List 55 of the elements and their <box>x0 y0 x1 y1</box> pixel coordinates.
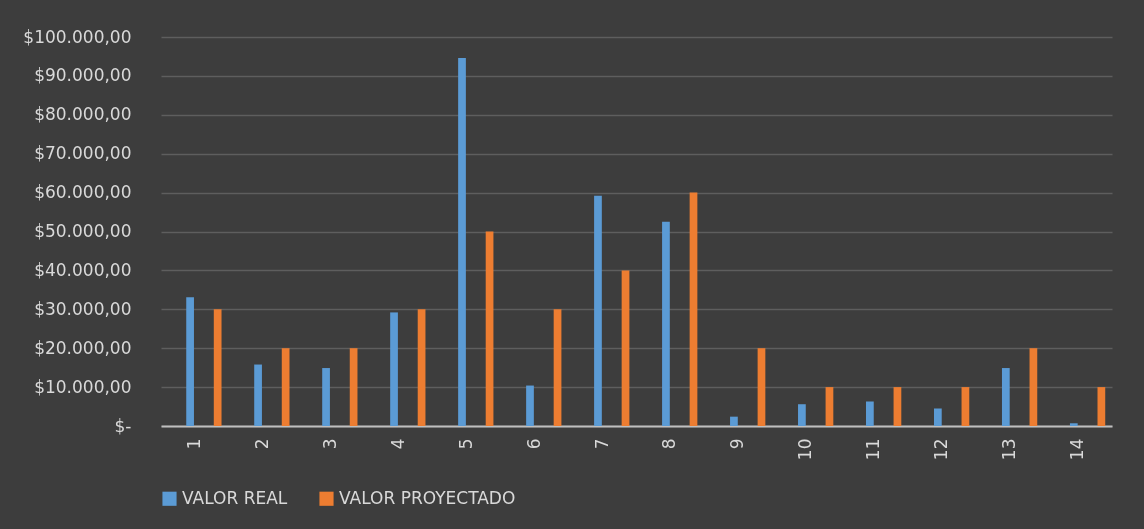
x-tick-label: 13 <box>999 438 1020 461</box>
y-tick-label: $90.000,00 <box>34 65 132 86</box>
y-tick-label: $50.000,00 <box>34 221 132 241</box>
bar <box>349 348 358 426</box>
legend-label: VALOR REAL <box>182 487 288 508</box>
bar <box>417 309 426 426</box>
bar <box>757 348 766 426</box>
y-tick-label: $40.000,00 <box>34 259 132 280</box>
bar <box>390 312 398 426</box>
bar <box>526 385 534 426</box>
y-tick-label: $30.000,00 <box>34 298 132 319</box>
y-tick-label: $10.000,00 <box>34 376 132 397</box>
x-tick-label: 14 <box>1067 438 1088 461</box>
y-tick-label: $20.000,00 <box>34 337 132 358</box>
bar <box>798 404 806 426</box>
x-tick-label: 4 <box>387 438 408 450</box>
x-tick-label: 12 <box>931 438 952 461</box>
bar <box>322 368 330 426</box>
bar <box>1097 387 1106 426</box>
x-tick-label: 2 <box>251 438 272 450</box>
bar <box>1029 348 1038 426</box>
x-tick-label: 1 <box>183 438 204 450</box>
x-tick-label: 8 <box>659 438 680 450</box>
bar <box>213 309 222 426</box>
bar <box>866 401 874 426</box>
bar <box>186 297 194 426</box>
legend-label: VALOR PROYECTADO <box>339 487 516 508</box>
x-tick-label: 5 <box>455 438 476 450</box>
bar <box>933 408 942 426</box>
y-tick-label: $100.000,00 <box>23 26 132 47</box>
bar <box>281 348 290 426</box>
bar <box>254 364 262 426</box>
bar <box>893 387 902 426</box>
bar <box>621 270 630 426</box>
y-tick-label: $70.000,00 <box>34 143 132 164</box>
bar <box>689 192 698 426</box>
bar <box>1001 368 1010 426</box>
bar <box>1069 423 1078 426</box>
x-tick-label: 11 <box>863 438 884 461</box>
y-tick-label: $- <box>114 415 132 436</box>
y-tick-label: $60.000,00 <box>34 182 132 203</box>
x-tick-label: 10 <box>795 438 816 461</box>
bar <box>553 309 562 426</box>
bar <box>825 387 834 426</box>
x-tick-label: 6 <box>523 438 544 450</box>
x-tick-label: 3 <box>319 438 340 450</box>
bar <box>594 195 602 426</box>
x-tick-label: 9 <box>727 438 748 450</box>
bar <box>458 58 466 426</box>
x-tick-label: 7 <box>591 438 612 450</box>
bar <box>485 231 494 426</box>
bar <box>961 387 970 426</box>
bar <box>730 416 738 426</box>
y-tick-label: $80.000,00 <box>34 104 132 125</box>
bar <box>662 221 670 426</box>
